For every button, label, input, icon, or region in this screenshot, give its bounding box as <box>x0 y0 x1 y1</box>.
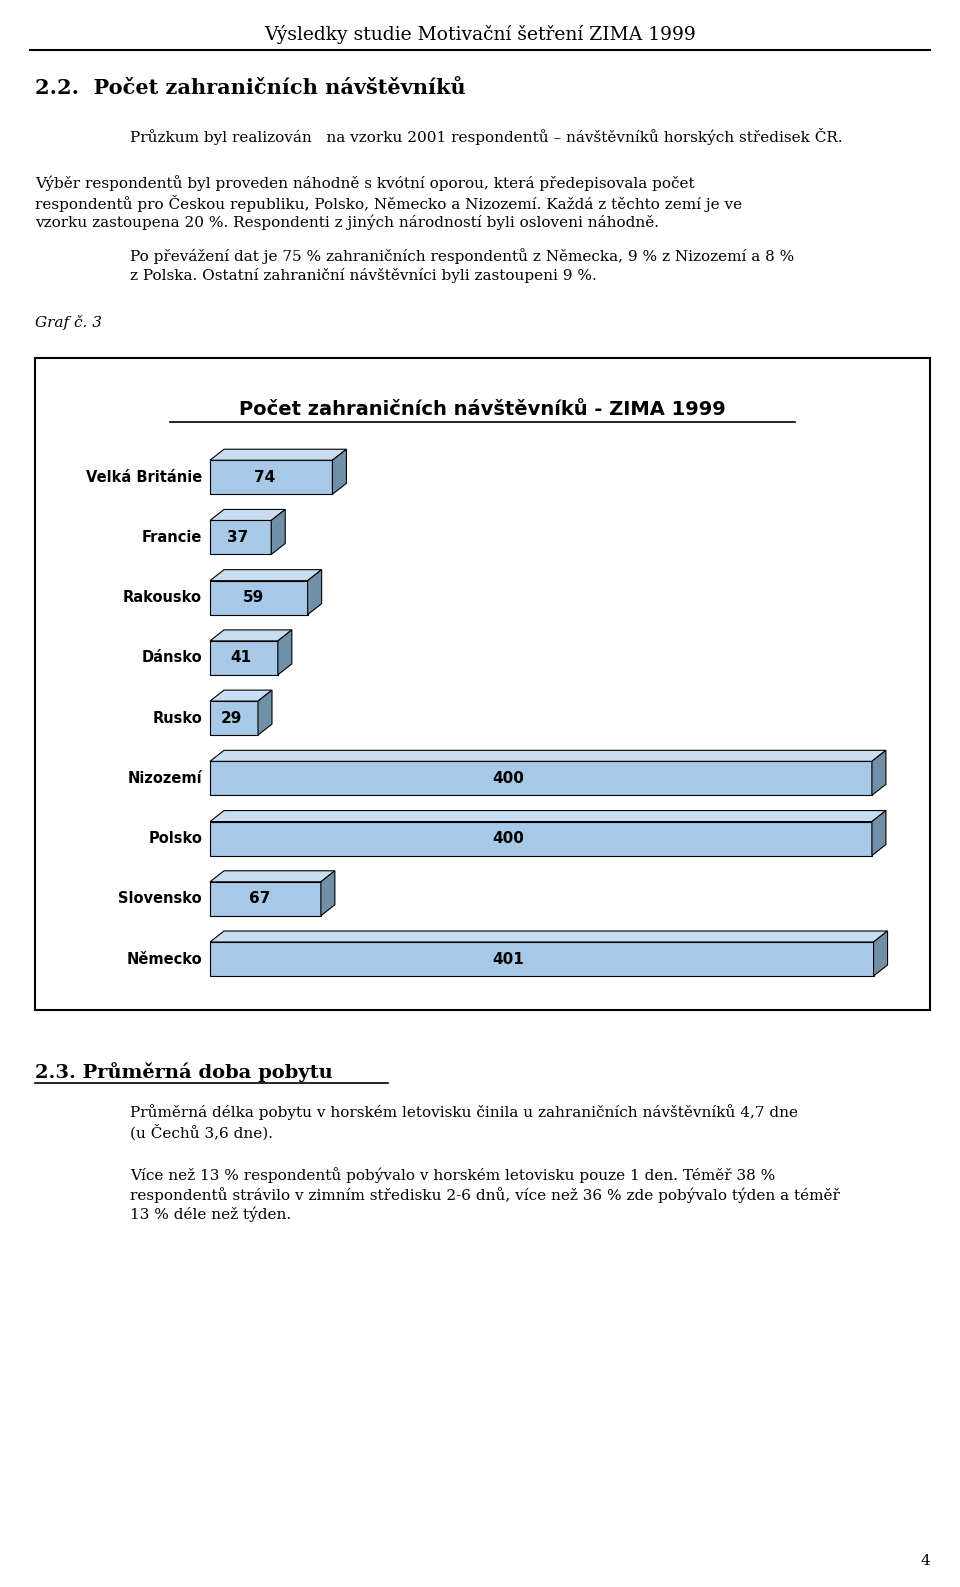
Text: Nizozemí: Nizozemí <box>128 771 202 786</box>
Text: 67: 67 <box>250 892 271 906</box>
Polygon shape <box>210 701 258 735</box>
Polygon shape <box>210 932 888 943</box>
Polygon shape <box>210 581 307 614</box>
Polygon shape <box>874 932 888 976</box>
Text: Graf č. 3: Graf č. 3 <box>35 314 102 330</box>
Text: 74: 74 <box>254 470 276 484</box>
Polygon shape <box>210 811 886 822</box>
Text: Rakousko: Rakousko <box>123 590 202 605</box>
Text: 400: 400 <box>492 832 524 846</box>
Text: respondentů strávilo v zimním středisku 2-6 dnů, více než 36 % zde pobývalo týde: respondentů strávilo v zimním středisku … <box>130 1187 840 1203</box>
Text: Průzkum byl realizován   na vzorku 2001 respondentů – návštěvníků horských střed: Průzkum byl realizován na vzorku 2001 re… <box>130 129 843 144</box>
Text: 2.3. Průměrná doba pobytu: 2.3. Průměrná doba pobytu <box>35 1062 333 1082</box>
Polygon shape <box>272 509 285 554</box>
Text: Polsko: Polsko <box>148 832 202 846</box>
Text: Francie: Francie <box>142 530 202 544</box>
Polygon shape <box>210 630 292 641</box>
Polygon shape <box>210 641 277 674</box>
Polygon shape <box>210 690 272 701</box>
Polygon shape <box>210 751 886 762</box>
Polygon shape <box>210 943 874 976</box>
Text: Rusko: Rusko <box>153 711 202 725</box>
Text: Velká Británie: Velká Británie <box>85 470 202 484</box>
Text: respondentů pro Českou republiku, Polsko, Německo a Nizozemí. Každá z těchto zem: respondentů pro Českou republiku, Polsko… <box>35 195 742 213</box>
Text: (u Čechů 3,6 dne).: (u Čechů 3,6 dne). <box>130 1124 273 1141</box>
Bar <box>35 359 930 1009</box>
Text: 37: 37 <box>227 530 249 544</box>
Text: 29: 29 <box>221 711 242 725</box>
Text: z Polska. Ostatní zahraniční návštěvníci byli zastoupeni 9 %.: z Polska. Ostatní zahraniční návštěvníci… <box>130 268 597 282</box>
Text: Německo: Německo <box>127 952 202 966</box>
Polygon shape <box>258 690 272 735</box>
Text: Výsledky studie Motivační šetření ZIMA 1999: Výsledky studie Motivační šetření ZIMA 1… <box>264 25 696 44</box>
Text: vzorku zastoupena 20 %. Respondenti z jiných národností byli osloveni náhodně.: vzorku zastoupena 20 %. Respondenti z ji… <box>35 214 659 230</box>
Polygon shape <box>321 871 335 916</box>
Polygon shape <box>332 449 347 494</box>
Text: Počet zahraničních návštěvníků - ZIMA 1999: Počet zahraničních návštěvníků - ZIMA 19… <box>239 400 726 419</box>
Polygon shape <box>210 822 872 855</box>
Text: 401: 401 <box>492 952 524 966</box>
Text: 59: 59 <box>243 590 265 605</box>
Polygon shape <box>307 570 322 614</box>
Polygon shape <box>872 811 886 855</box>
Text: 4: 4 <box>921 1554 930 1568</box>
Text: 41: 41 <box>230 651 252 665</box>
Text: 400: 400 <box>492 771 524 786</box>
Polygon shape <box>872 751 886 795</box>
Text: Výběr respondentů byl proveden náhodně s kvótní oporou, která předepisovala poče: Výběr respondentů byl proveden náhodně s… <box>35 175 695 190</box>
Text: Po převážení dat je 75 % zahraničních respondentů z Německa, 9 % z Nizozemí a 8 : Po převážení dat je 75 % zahraničních re… <box>130 248 794 263</box>
Polygon shape <box>210 762 872 795</box>
Text: Průměrná délka pobytu v horském letovisku činila u zahraničních návštěvníků 4,7 : Průměrná délka pobytu v horském letovisk… <box>130 1105 798 1120</box>
Polygon shape <box>210 509 285 521</box>
Polygon shape <box>210 882 321 916</box>
Polygon shape <box>210 570 322 581</box>
Polygon shape <box>277 630 292 674</box>
Text: 13 % déle než týden.: 13 % déle než týden. <box>130 1208 291 1222</box>
Polygon shape <box>210 449 347 460</box>
Polygon shape <box>210 521 272 554</box>
Polygon shape <box>210 871 335 882</box>
Polygon shape <box>210 460 332 494</box>
Text: Více než 13 % respondentů pobývalo v horském letovisku pouze 1 den. Téměř 38 %: Více než 13 % respondentů pobývalo v hor… <box>130 1166 776 1182</box>
Text: Slovensko: Slovensko <box>118 892 202 906</box>
Text: 2.2.  Počet zahraničních návštěvníků: 2.2. Počet zahraničních návštěvníků <box>35 78 466 98</box>
Text: Dánsko: Dánsko <box>141 651 202 665</box>
